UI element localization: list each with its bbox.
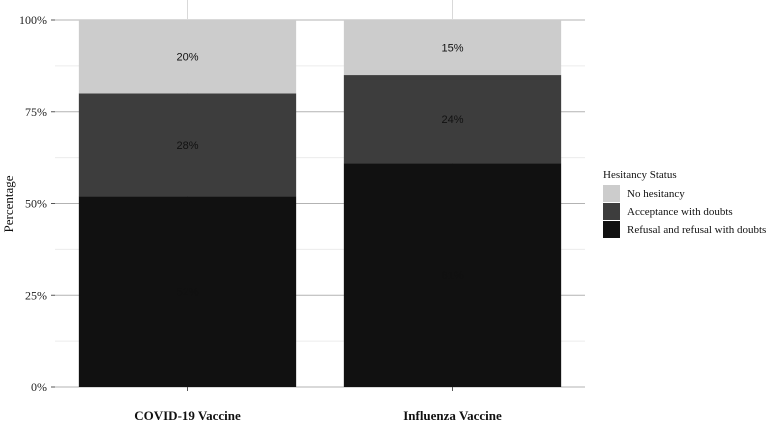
x-tick-label: Influenza Vaccine [403, 408, 502, 423]
legend: Hesitancy Status No hesitancy Acceptance … [603, 169, 766, 238]
y-tick-label: 100% [19, 13, 47, 27]
x-axis: COVID-19 Vaccine Influenza Vaccine [134, 387, 502, 423]
legend-entry: Acceptance with doubts [627, 206, 733, 218]
legend-swatch [603, 203, 620, 220]
data-label: 20% [176, 52, 198, 64]
bar-segment [78, 20, 297, 94]
data-label: 15% [441, 43, 463, 55]
y-axis-label: Percentage [1, 175, 16, 232]
legend-entry: Refusal and refusal with doubts [627, 224, 766, 236]
legend-swatch [603, 221, 620, 238]
data-labels: 52% 28% 20% 61% 24% 15% [176, 43, 463, 299]
legend-entry: No hesitancy [627, 188, 685, 200]
y-tick-label: 75% [25, 105, 47, 119]
bars [78, 20, 562, 387]
y-tick-label: 25% [25, 288, 47, 302]
y-tick-label: 0% [31, 380, 47, 394]
y-tick-label: 50% [25, 197, 47, 211]
y-axis: 0% 25% 50% 75% 100% [19, 13, 55, 394]
legend-swatch [603, 185, 620, 202]
bar-segment [343, 163, 562, 387]
bar-segment [78, 93, 297, 197]
data-label: 61% [441, 270, 463, 282]
legend-title: Hesitancy Status [603, 169, 677, 181]
data-label: 24% [441, 114, 463, 126]
bar-segment [343, 20, 562, 76]
data-label: 52% [176, 287, 198, 299]
data-label: 28% [176, 140, 198, 152]
bar-segment [343, 75, 562, 164]
bar-segment [78, 196, 297, 387]
x-tick-label: COVID-19 Vaccine [134, 408, 241, 423]
